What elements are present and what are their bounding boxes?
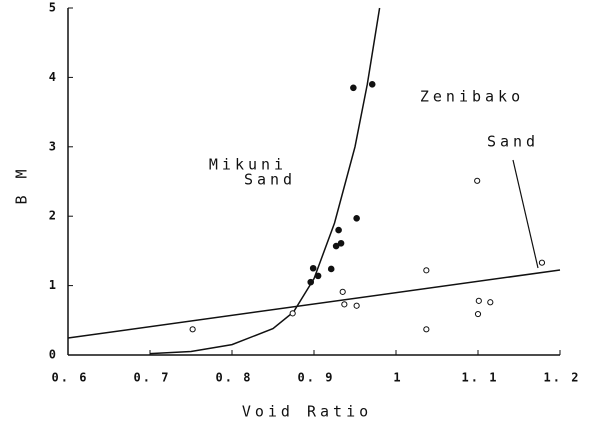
x-tick-label: 0. 7	[134, 371, 171, 385]
annotation: Sand	[487, 133, 539, 151]
annotation: Mikuni	[209, 156, 287, 174]
x-tick-label: 1	[393, 371, 402, 385]
annotation: Zenibako	[420, 88, 524, 106]
point	[474, 310, 482, 318]
point	[423, 267, 430, 274]
point	[341, 301, 348, 308]
point	[353, 214, 360, 222]
point	[289, 310, 296, 317]
leader-line	[512, 159, 539, 269]
point	[368, 81, 376, 88]
point	[189, 326, 196, 333]
x-axis-label: Void Ratio	[242, 403, 372, 421]
point	[474, 177, 481, 184]
y-tick-label: 2	[49, 209, 58, 223]
point	[332, 242, 340, 250]
point	[307, 278, 315, 286]
point	[350, 84, 357, 92]
y-tick-label: 5	[49, 1, 58, 15]
x-tick-label: 0. 6	[52, 371, 89, 385]
point	[309, 264, 317, 272]
point	[475, 297, 482, 304]
point	[538, 259, 546, 266]
fit-line	[149, 7, 381, 355]
point	[353, 302, 360, 309]
x-tick-label: 0. 9	[298, 371, 335, 385]
x-tick-label: 1. 1	[462, 371, 499, 385]
y-tick-label: 1	[49, 278, 58, 292]
point	[339, 288, 346, 295]
x-tick-label: 0. 8	[216, 371, 253, 385]
point	[337, 239, 345, 247]
y-tick-label: 3	[49, 139, 58, 153]
y-axis-label: B M	[13, 165, 31, 204]
point	[335, 226, 342, 234]
x-tick-label: 1. 2	[544, 371, 581, 385]
point	[314, 272, 322, 280]
y-tick-label: 4	[49, 70, 58, 84]
point	[423, 326, 430, 333]
point	[327, 265, 335, 273]
point	[487, 299, 494, 306]
annotation: Sand	[244, 171, 296, 189]
fit-line	[67, 269, 561, 339]
y-tick-label: 0	[49, 348, 58, 362]
